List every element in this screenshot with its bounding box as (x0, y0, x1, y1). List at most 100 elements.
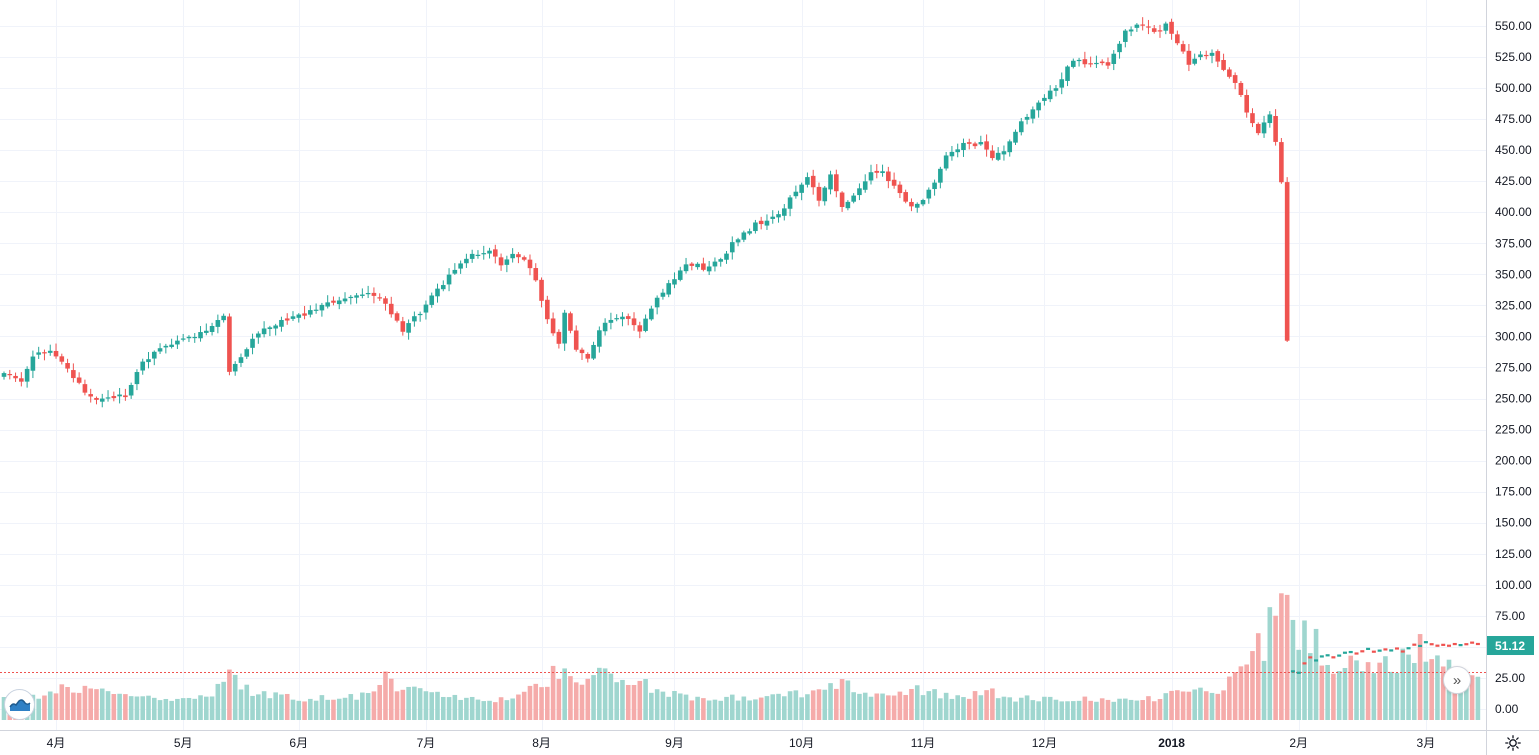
volume-bar (995, 698, 1001, 720)
volume-bar (406, 686, 411, 720)
price-tick-label: 175.00 (1495, 485, 1532, 499)
volume-bar (1342, 667, 1348, 720)
candle-body (111, 396, 117, 399)
candle-body (215, 320, 221, 327)
volume-bar (302, 701, 307, 720)
volume-bar (978, 695, 984, 720)
candle-body (348, 296, 354, 299)
volume-bar (1117, 698, 1122, 720)
volume-bar (458, 699, 463, 720)
volume-bar (1071, 701, 1076, 720)
candle-body (810, 175, 816, 188)
candle-body (446, 274, 452, 285)
candle-body (186, 336, 192, 339)
candle-body (1267, 114, 1273, 124)
candle-body (1475, 642, 1480, 646)
volume-bar (1151, 701, 1157, 720)
volume-bar (481, 701, 487, 720)
candle-body (24, 368, 30, 382)
candle-body (394, 313, 400, 321)
volume-bar (452, 694, 458, 720)
candle-body (400, 321, 406, 332)
volume-bar (394, 691, 400, 720)
volume-bar (689, 700, 695, 720)
candle-body (36, 352, 41, 355)
candle-body (1360, 650, 1365, 653)
time-tick-label: 9月 (665, 736, 684, 750)
candle-body (412, 316, 417, 322)
volume-bar (909, 688, 914, 720)
volume-bar (1279, 593, 1284, 720)
volume-bar (464, 697, 469, 720)
price-tick-label: 300.00 (1495, 329, 1532, 343)
volume-bar (729, 694, 735, 720)
candle-body (1273, 116, 1278, 142)
volume-bar (845, 680, 851, 720)
volume-bar (163, 698, 169, 720)
candle-body (1435, 644, 1440, 647)
volume-bar (1047, 696, 1053, 720)
candle-body (1441, 643, 1446, 646)
volume-bar (568, 676, 573, 720)
volume-bar (585, 678, 591, 720)
volume-bar (1180, 691, 1186, 720)
scroll-to-realtime-button[interactable]: » (1443, 666, 1471, 694)
volume-bar (1377, 662, 1382, 720)
candle-body (822, 187, 828, 202)
volume-bar (857, 693, 862, 720)
candle-body (1203, 54, 1209, 57)
candle-body (1302, 662, 1307, 665)
volume-bar (573, 682, 579, 720)
volume-bar (342, 697, 348, 720)
candle-body (53, 350, 59, 357)
candle-body (672, 279, 677, 285)
time-axis[interactable]: 4月 5月 6月 7月 8月 9月 10月 11月 12月 2018 2月 3月 (47, 736, 1436, 750)
volume-bar (498, 697, 504, 720)
candle-body (1296, 671, 1301, 674)
price-axis[interactable]: 0.0025.0050.0075.00100.00125.00150.00175… (1495, 19, 1532, 716)
candle-body (990, 150, 995, 159)
candle-body (909, 201, 914, 207)
volume-bar (273, 692, 278, 720)
price-tick-label: 550.00 (1495, 19, 1532, 33)
candle-body (273, 325, 278, 329)
volume-bar (429, 692, 435, 720)
candle-body (701, 263, 706, 270)
candle-body (764, 220, 770, 226)
price-tick-label: 350.00 (1495, 267, 1532, 281)
volume-bar (319, 695, 325, 720)
candle-body (1146, 26, 1151, 28)
volume-bar (683, 694, 689, 720)
volume-bar (984, 690, 989, 720)
tradingview-logo-icon[interactable] (4, 689, 35, 720)
candle-body (758, 220, 764, 225)
volume-bar (1417, 634, 1423, 720)
candle-body (695, 263, 700, 268)
candle-body (1447, 644, 1451, 647)
volume-bar (232, 674, 238, 720)
candle-body (608, 319, 614, 323)
volume-bar (1412, 663, 1417, 720)
volume-bar (71, 692, 76, 720)
candle-body (498, 257, 504, 266)
double-chevron-right-icon: » (1452, 671, 1462, 689)
candle-body (1082, 59, 1088, 65)
volume-bar (383, 671, 388, 720)
candle-body (342, 298, 348, 302)
volume-bar (1475, 676, 1481, 720)
volume-bar (938, 698, 943, 720)
price-tick-label: 100.00 (1495, 578, 1532, 592)
volume-bar (1423, 661, 1429, 720)
candle-body (481, 253, 487, 255)
candle-body (984, 141, 989, 150)
candle-body (429, 295, 435, 305)
volume-bar (42, 695, 47, 720)
candle-body (1342, 651, 1347, 654)
volume-bar (140, 696, 146, 720)
chart-settings-button[interactable] (1502, 732, 1524, 754)
volume-bar (1221, 690, 1226, 720)
volume-bar (920, 695, 926, 720)
candle-body (1018, 121, 1024, 133)
candle-body (13, 375, 18, 379)
